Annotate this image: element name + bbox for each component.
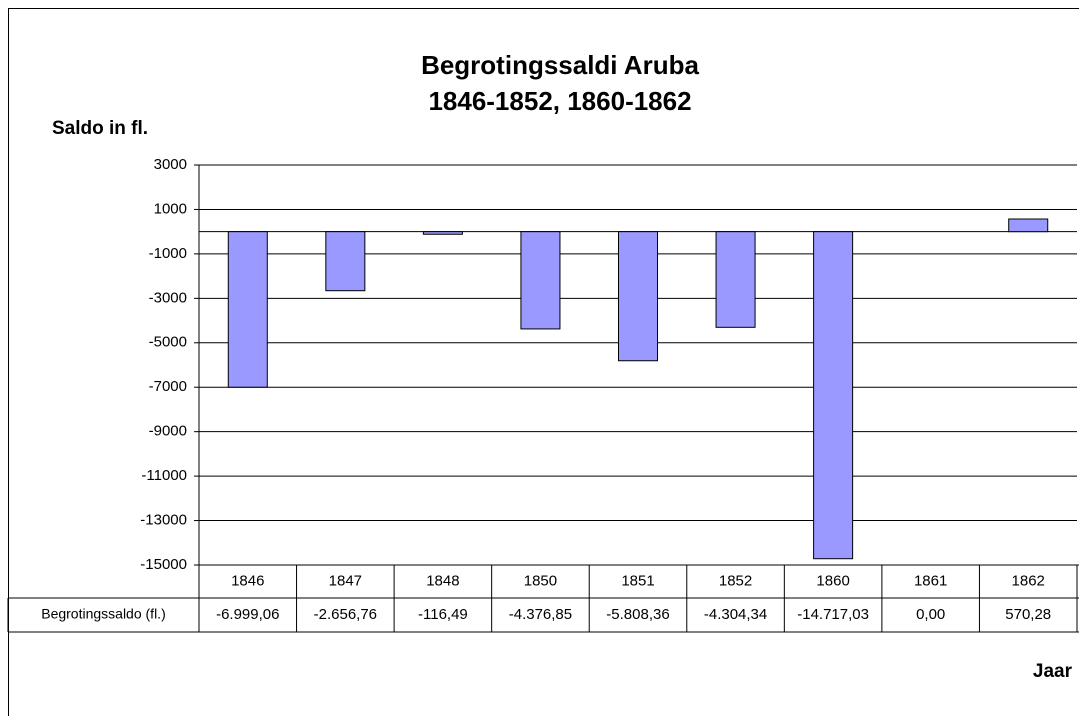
x-tick-label: 1850: [524, 572, 557, 589]
x-axis-label: Jaar: [1033, 661, 1073, 682]
x-tick-label: 1860: [816, 572, 849, 589]
y-tick-label: -5000: [149, 334, 187, 351]
chart-title: Begrotingssaldi Aruba: [421, 50, 699, 80]
y-tick-label: -3000: [149, 289, 187, 306]
x-tick-label: 1862: [1012, 572, 1045, 589]
y-tick-label: -1000: [149, 245, 187, 262]
data-label: -4.376,85: [509, 606, 572, 623]
data-label: 0,00: [916, 606, 945, 623]
bar: [520, 231, 561, 330]
bar: [617, 231, 659, 362]
data-label: 570,28: [1005, 606, 1051, 623]
data-label: -14.717,03: [797, 606, 869, 623]
x-tick-label: 1852: [719, 572, 752, 589]
data-label: -4.304,34: [704, 606, 767, 623]
bar: [422, 231, 463, 235]
data-label: -6.999,06: [216, 606, 279, 623]
data-label: -5.808,36: [606, 606, 669, 623]
y-tick-label: -11000: [141, 467, 187, 484]
y-tick-label: -7000: [149, 378, 187, 395]
bar: [813, 231, 854, 560]
legend-label: Begrotingssaldo (fl.): [41, 606, 166, 622]
y-tick-label: -13000: [140, 512, 187, 529]
bar: [227, 231, 268, 388]
y-axis-label: Saldo in fl.: [52, 118, 148, 139]
x-tick-label: 1848: [426, 572, 459, 589]
bar: [1008, 218, 1049, 233]
y-tick-label: 1000: [154, 200, 187, 217]
x-tick-label: 1847: [329, 572, 362, 589]
bar: [715, 231, 756, 328]
data-label: -2.656,76: [314, 606, 377, 623]
bar: [325, 231, 366, 292]
x-tick-label: 1851: [621, 572, 654, 589]
chart-title: 1846-1852, 1860-1862: [428, 86, 691, 116]
y-tick-label: -9000: [149, 423, 187, 440]
x-tick-label: 1846: [231, 572, 264, 589]
data-label: -116,49: [418, 606, 468, 623]
y-tick-label: -15000: [140, 556, 187, 573]
x-tick-label: 1861: [914, 572, 947, 589]
y-tick-label: 3000: [154, 156, 187, 173]
